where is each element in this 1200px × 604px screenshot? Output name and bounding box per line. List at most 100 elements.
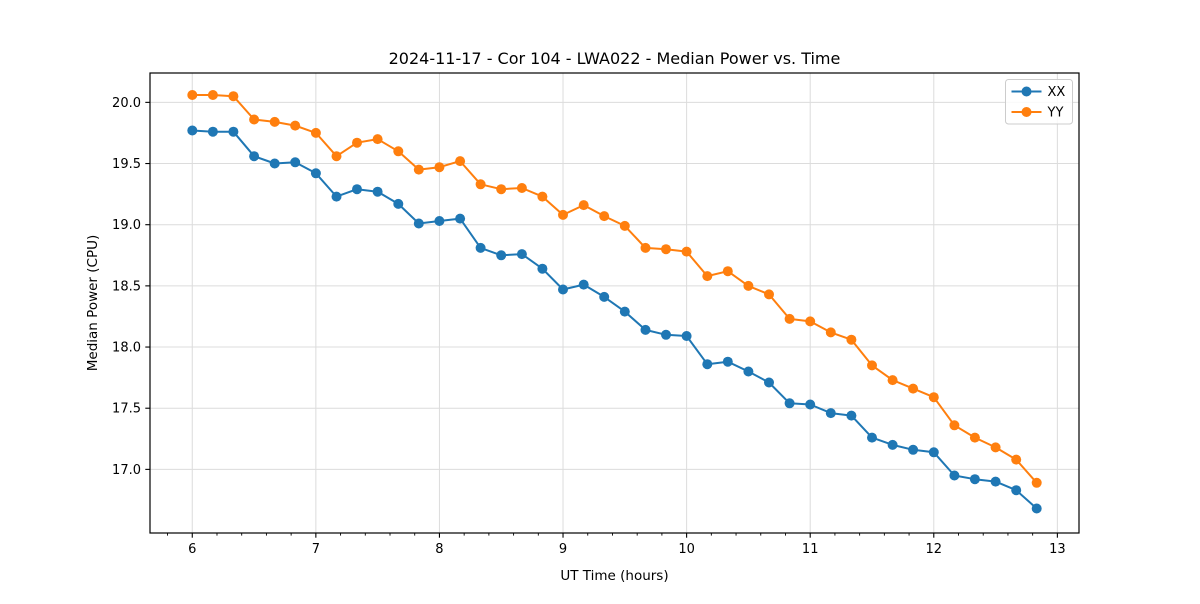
data-point-XX [743, 366, 754, 377]
data-point-YY [887, 375, 898, 386]
legend-marker [1021, 107, 1032, 117]
y-axis-label: Median Power (CPU) [85, 235, 101, 371]
data-point-YY [578, 200, 589, 211]
data-point-XX [537, 263, 548, 274]
data-point-XX [661, 329, 671, 340]
y-tick-label: 18.0 [112, 341, 141, 356]
y-tick-label: 19.5 [112, 157, 141, 172]
series-line-YY [191, 94, 1038, 484]
grid-layer [150, 73, 1079, 533]
data-point-YY [949, 420, 960, 431]
data-point-XX [722, 356, 733, 367]
legend-label: YY [1047, 106, 1064, 121]
data-point-XX [990, 476, 1001, 487]
data-point-YY [1031, 477, 1042, 488]
data-point-YY [413, 164, 424, 175]
data-point-XX [578, 279, 589, 290]
data-point-YY [743, 280, 754, 291]
data-point-YY [496, 184, 507, 195]
x-tick-label: 11 [802, 542, 819, 557]
data-point-YY [455, 156, 466, 167]
series-layer [187, 90, 1042, 514]
data-point-YY [599, 211, 610, 222]
data-point-XX [516, 249, 527, 260]
data-point-XX [640, 324, 651, 335]
data-point-XX [949, 470, 960, 481]
data-point-YY [372, 134, 383, 145]
data-point-XX [187, 125, 198, 136]
y-tick-label: 20.0 [112, 96, 141, 111]
x-tick-label: 7 [312, 542, 320, 557]
data-point-XX [475, 242, 486, 253]
data-point-YY [846, 334, 857, 345]
data-point-YY [619, 220, 630, 231]
data-point-XX [558, 284, 568, 295]
data-point-YY [784, 313, 795, 324]
data-point-XX [825, 408, 836, 419]
data-point-YY [702, 271, 713, 282]
data-point-XX [352, 184, 362, 195]
data-point-XX [1031, 503, 1042, 514]
data-point-YY [269, 116, 280, 127]
x-tick-label: 12 [926, 542, 943, 557]
legend: XX YY [1005, 79, 1073, 125]
data-point-YY [310, 127, 321, 138]
data-point-YY [352, 137, 362, 148]
data-point-YY [722, 266, 733, 277]
plot-border [149, 72, 1080, 534]
x-tick-label: 13 [1049, 542, 1066, 557]
chart-title: 2024-11-17 - Cor 104 - LWA022 - Median P… [389, 49, 841, 68]
data-point-XX [887, 439, 898, 450]
data-point-YY [434, 162, 445, 173]
data-point-XX [702, 359, 713, 370]
data-point-YY [187, 90, 198, 100]
data-point-XX [228, 126, 239, 137]
x-tick-label: 8 [435, 542, 443, 557]
data-point-XX [619, 306, 630, 317]
data-point-XX [764, 377, 774, 388]
data-point-XX [413, 218, 424, 229]
data-point-XX [290, 157, 301, 168]
data-point-XX [805, 399, 816, 410]
data-point-XX [455, 213, 466, 224]
y-tick-label: 18.5 [112, 279, 141, 294]
data-point-XX [434, 216, 445, 226]
data-point-XX [331, 191, 342, 202]
data-point-XX [249, 151, 260, 162]
data-point-YY [681, 246, 692, 257]
data-point-YY [228, 91, 239, 102]
x-axis-label: UT Time (hours) [560, 568, 668, 584]
data-point-YY [969, 432, 980, 443]
legend-marker [1021, 86, 1032, 97]
data-point-YY [249, 114, 260, 125]
data-point-YY [764, 289, 774, 300]
data-point-YY [1011, 454, 1022, 465]
data-point-YY [661, 244, 671, 255]
data-point-XX [681, 331, 692, 341]
data-point-YY [928, 392, 939, 403]
legend-label: XX [1048, 85, 1066, 100]
x-tick-label: 9 [559, 542, 567, 557]
data-point-YY [475, 179, 486, 190]
data-point-XX [372, 186, 383, 197]
data-point-YY [558, 209, 568, 220]
data-point-XX [496, 250, 507, 261]
data-point-XX [1011, 485, 1022, 496]
data-point-YY [537, 191, 548, 202]
data-point-XX [928, 447, 939, 458]
data-point-XX [599, 291, 610, 302]
data-point-YY [990, 442, 1001, 453]
data-point-XX [393, 198, 404, 209]
data-point-YY [825, 327, 836, 338]
data-point-YY [805, 316, 816, 327]
data-point-YY [908, 383, 919, 394]
data-point-XX [269, 158, 280, 169]
data-point-YY [207, 90, 218, 100]
y-tick-label: 17.0 [112, 463, 141, 478]
data-point-XX [908, 444, 919, 455]
data-point-XX [784, 398, 795, 409]
data-point-YY [867, 360, 877, 371]
data-point-XX [867, 432, 877, 443]
